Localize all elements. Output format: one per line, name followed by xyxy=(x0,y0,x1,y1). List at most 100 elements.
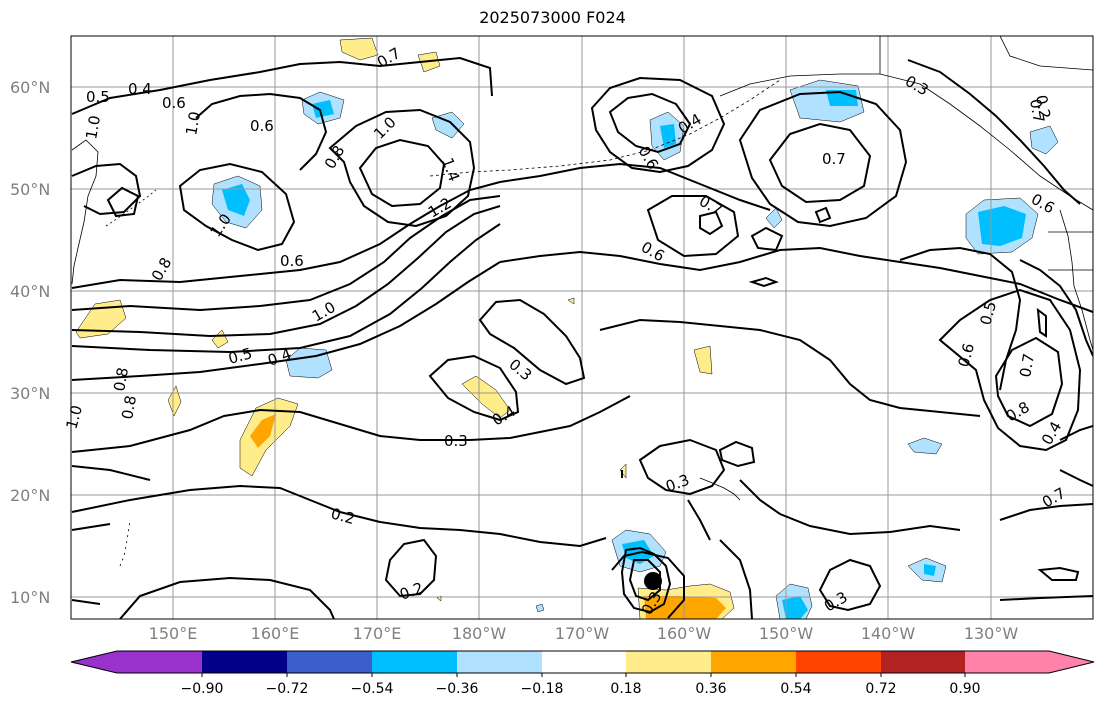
contour-line xyxy=(178,162,296,252)
contour-line xyxy=(106,186,140,218)
graticule xyxy=(71,36,1093,619)
colorbar-tick-label: 0.72 xyxy=(865,681,897,697)
contour-line xyxy=(718,440,756,468)
contour-line xyxy=(428,354,520,422)
contour-line xyxy=(358,138,446,208)
contour-label: 0.5 xyxy=(976,299,1000,327)
positive-anomaly-area xyxy=(250,414,276,448)
contour-line xyxy=(384,538,438,598)
coastlines xyxy=(71,36,1093,567)
contour-label: 0.4 xyxy=(265,345,294,370)
lon-label-160e: 160°E xyxy=(250,624,300,643)
negative-anomaly-area xyxy=(1029,125,1059,155)
contour-line xyxy=(1036,307,1047,338)
negative-anomaly-area xyxy=(285,347,333,379)
colorbar-tick-label: −0.54 xyxy=(350,681,394,697)
positive-anomaly-area xyxy=(461,375,511,419)
contour-line xyxy=(907,59,1081,205)
colorbar-segment xyxy=(711,651,796,673)
contour-line xyxy=(71,195,501,312)
contour-label: 1.0 xyxy=(62,403,86,431)
colorbar-max-extend xyxy=(1049,651,1094,673)
contour-line xyxy=(119,576,335,619)
contour-label: 0.4 xyxy=(128,80,152,98)
colorbar-segment xyxy=(117,651,202,673)
contour-line xyxy=(611,550,685,619)
positive-anomaly-area xyxy=(644,596,726,619)
contour-line xyxy=(1059,425,1093,441)
contour-label: 0.5 xyxy=(226,344,254,368)
contour-line xyxy=(719,539,753,619)
hawaii-islands xyxy=(699,477,741,501)
contour-line xyxy=(478,298,586,386)
contour-label: 0.6 xyxy=(1028,190,1058,218)
positive-anomaly-area xyxy=(167,385,182,417)
contour-line xyxy=(71,599,101,605)
contour-label: 0.2 xyxy=(329,504,357,528)
contour-label: 0.3 xyxy=(821,588,851,616)
alaska-coastline xyxy=(719,73,1093,211)
contour-label: 0.6 xyxy=(162,94,186,112)
contour-label: 1.0 xyxy=(182,110,204,137)
negative-anomaly-area xyxy=(907,437,943,455)
lat-label-10n: 10°N xyxy=(10,588,51,607)
positive-anomaly-area xyxy=(436,595,442,602)
contour-line xyxy=(71,205,501,338)
contour-line xyxy=(739,479,961,536)
lon-label-150w: 150°W xyxy=(758,624,814,643)
colorbar-tick-label: 0.54 xyxy=(780,681,812,697)
contour-label: 0.2 xyxy=(397,579,426,604)
colorbar-segment xyxy=(202,651,287,673)
negative-anomaly-area xyxy=(312,100,334,118)
lat-label-20n: 20°N xyxy=(10,486,51,505)
contour-label: 0.4 xyxy=(675,110,705,138)
contour-label: 1.0 xyxy=(370,113,400,143)
map-title: 2025073000 F024 xyxy=(479,8,626,27)
map-frame xyxy=(70,35,1094,620)
contour-line xyxy=(71,523,111,531)
lat-label-40n: 40°N xyxy=(10,282,51,301)
contour-label: 0.8 xyxy=(110,366,132,393)
contour-line xyxy=(699,210,724,236)
lat-label-30n: 30°N xyxy=(10,384,51,403)
negative-anomaly-area xyxy=(211,175,263,229)
contour-label: 0.4 xyxy=(489,402,519,430)
lon-label-140w: 140°W xyxy=(860,624,916,643)
colorbar-segment xyxy=(287,651,372,673)
contour-label: 0.7 xyxy=(822,150,846,168)
contour-label: 0.8 xyxy=(1003,398,1033,426)
contour-label: 1.4 xyxy=(438,155,463,184)
contour-label: 1.0 xyxy=(309,298,339,326)
positive-anomaly-area xyxy=(693,345,713,375)
negative-anomaly-area xyxy=(660,124,676,148)
contour-line xyxy=(71,465,151,481)
contour-line xyxy=(899,246,1022,391)
contour-label: 0.3 xyxy=(663,471,692,496)
contour-line xyxy=(814,206,832,224)
contour-line xyxy=(687,499,711,541)
lon-label-170w: 170°W xyxy=(554,624,610,643)
lon-label-160w: 160°W xyxy=(656,624,712,643)
contour-label: 0.3 xyxy=(444,432,468,450)
lon-label-170e: 170°E xyxy=(352,624,402,643)
positive-anomaly-area xyxy=(75,299,127,339)
positive-anomaly-area xyxy=(211,329,229,349)
positive-anomaly-area xyxy=(339,37,379,61)
contour-label: 0.7 xyxy=(1016,352,1038,379)
contour-line xyxy=(748,276,779,288)
negative-anomaly-area xyxy=(222,184,250,216)
contour-label: 0.3 xyxy=(505,355,535,384)
positive-anomaly-area xyxy=(239,397,299,477)
contour-label: 0.7 xyxy=(696,192,726,220)
negative-anomaly-area xyxy=(907,557,947,583)
contour-line xyxy=(71,162,142,216)
contour-line xyxy=(999,595,1093,601)
lat-label-50n: 50°N xyxy=(10,180,51,199)
negative-anomaly-area xyxy=(924,564,936,576)
alaska-coastline xyxy=(879,36,1093,74)
colorbar-tick-label: −0.90 xyxy=(180,681,224,697)
negative-anomaly-area xyxy=(611,529,667,573)
colorbar-segment xyxy=(881,651,965,673)
contour-line xyxy=(750,226,784,252)
colorbar-ticks xyxy=(201,673,966,677)
